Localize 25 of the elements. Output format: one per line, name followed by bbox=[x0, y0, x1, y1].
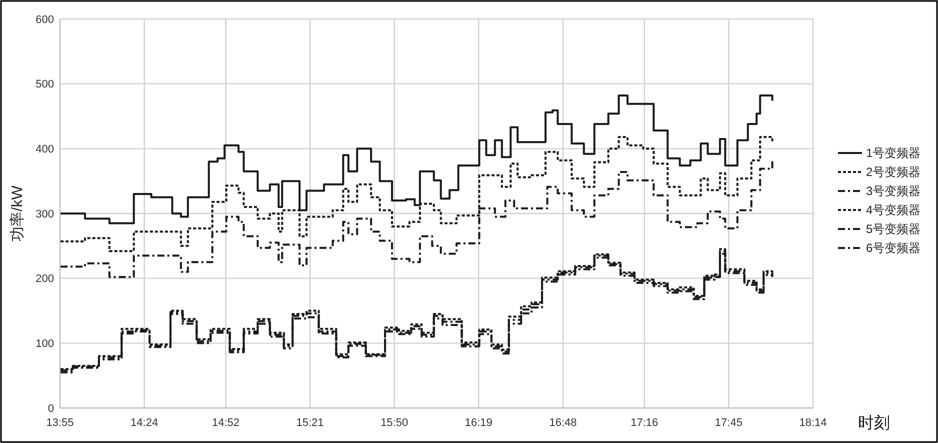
x-tick-label: 17:45 bbox=[714, 417, 742, 429]
x-tick-label: 14:24 bbox=[130, 417, 158, 429]
x-tick-label: 13:55 bbox=[46, 417, 74, 429]
x-tick-label: 14:52 bbox=[212, 417, 240, 429]
y-axis-title: 功率/kW bbox=[9, 184, 26, 242]
x-tick-label: 18:14 bbox=[799, 417, 827, 429]
legend-label: 2号变频器 bbox=[866, 165, 921, 180]
y-tick-label: 300 bbox=[36, 208, 54, 220]
legend-label: 1号变频器 bbox=[866, 146, 921, 160]
x-axis-title: 时刻 bbox=[858, 414, 890, 432]
legend-label: 5号变频器 bbox=[866, 222, 921, 236]
legend-label: 6号变频器 bbox=[866, 241, 921, 256]
y-tick-label: 200 bbox=[36, 273, 54, 286]
x-tick-label: 16:19 bbox=[464, 417, 492, 429]
x-tick-label: 17:16 bbox=[630, 417, 658, 429]
y-tick-label: 0 bbox=[48, 402, 54, 415]
x-tick-label: 16:48 bbox=[549, 417, 577, 429]
x-tick-label: 15:50 bbox=[380, 417, 408, 429]
y-tick-label: 600 bbox=[36, 14, 54, 26]
legend-label: 3号变频器 bbox=[866, 184, 921, 198]
legend-label: 4号变频器 bbox=[866, 203, 921, 218]
y-tick-label: 400 bbox=[36, 144, 54, 156]
x-tick-label: 15:21 bbox=[296, 417, 324, 429]
y-tick-label: 500 bbox=[36, 78, 54, 91]
y-tick-label: 100 bbox=[36, 338, 54, 350]
